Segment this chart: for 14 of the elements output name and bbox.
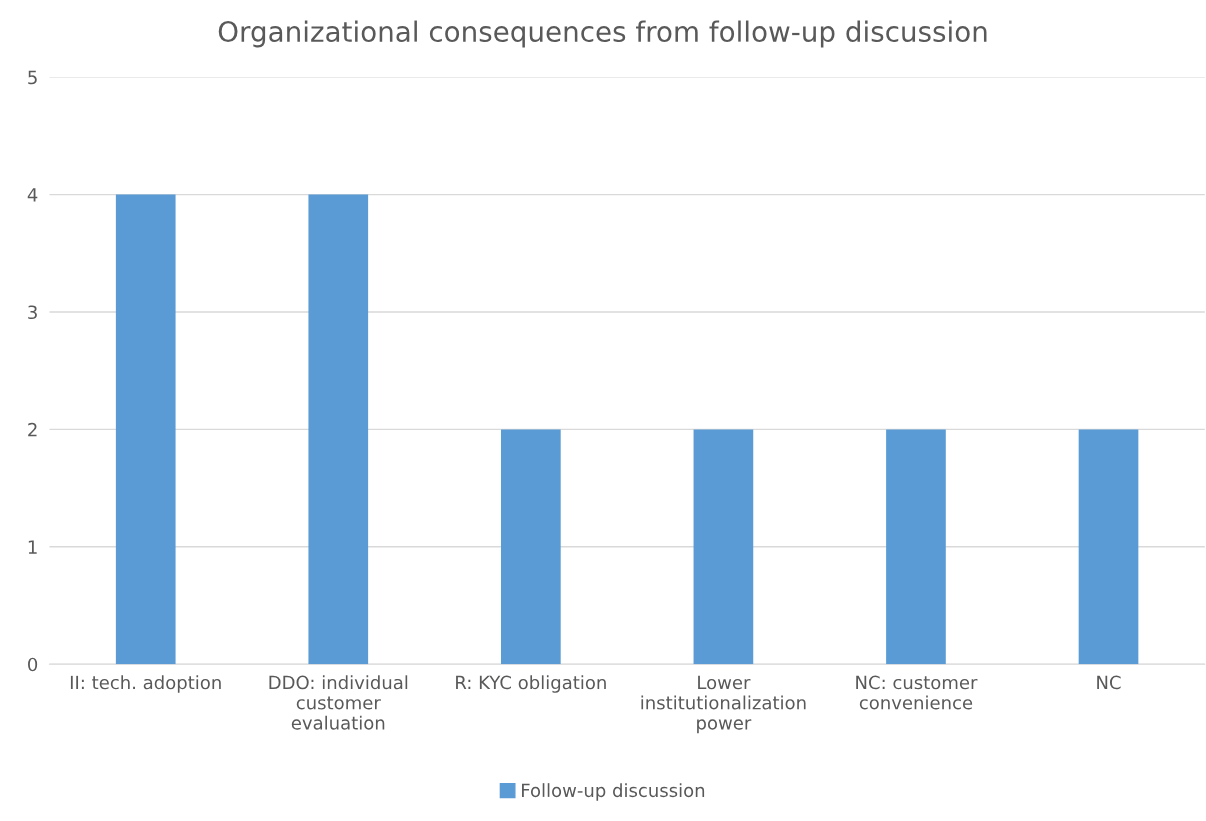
x-tick-label: II: tech. adoption	[70, 675, 221, 693]
chart-title: Organizational consequences from follow-up discussion	[218, 20, 987, 48]
y-tick-label: 2	[28, 422, 37, 437]
y-tick-label: 0	[28, 657, 38, 672]
x-tick-label: Lower institutionalization power	[641, 675, 806, 734]
x-tick-label: NC: customer convenience	[856, 675, 978, 710]
y-tick-label: 3	[28, 305, 37, 320]
y-tick-label: 1	[28, 540, 37, 554]
x-tick-label: DDO: individual customer evaluation	[269, 675, 408, 730]
y-tick-label: 4	[27, 188, 38, 202]
x-tick-label: NC	[1097, 675, 1121, 690]
y-tick-label: 5	[28, 70, 37, 85]
legend-label: Follow-up discussion	[522, 783, 705, 801]
x-tick-label: R: KYC obligation	[456, 675, 606, 693]
